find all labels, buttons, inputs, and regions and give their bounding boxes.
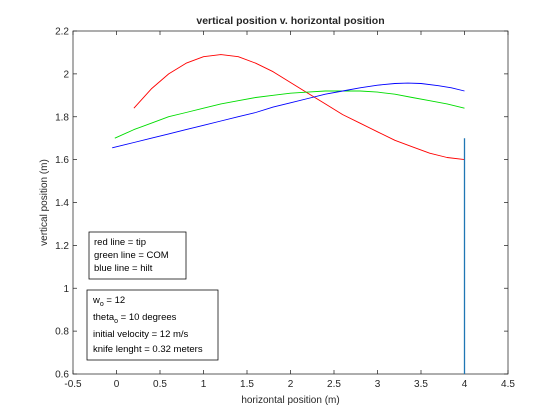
parameters-annotation: wo = 12 thetao = 10 degrees initial velo… bbox=[86, 289, 219, 361]
x-tick-label: 4 bbox=[462, 379, 468, 390]
param-theta-rest: = 10 degrees bbox=[118, 312, 177, 323]
x-tick-label: 3.5 bbox=[414, 379, 428, 390]
y-tick-label: 1.2 bbox=[55, 241, 69, 252]
x-axis: -0.5 0 0.5 1 1.5 2 2.5 3 3.5 4 4.5 bbox=[64, 31, 515, 390]
chart-title: vertical position v. horizontal position bbox=[196, 15, 384, 27]
param-w-sub: o bbox=[100, 301, 104, 308]
param-theta-base: theta bbox=[93, 312, 115, 323]
y-tick-label: 2.2 bbox=[55, 27, 69, 38]
hilt-line bbox=[112, 82, 465, 149]
param-w-rest: = 12 bbox=[104, 295, 125, 306]
line-key-red: red line = tip bbox=[94, 237, 146, 248]
y-tick-label: 0.8 bbox=[55, 327, 69, 338]
param-velocity: initial velocity = 12 m/s bbox=[93, 329, 189, 340]
param-w: wo = 12 bbox=[92, 295, 125, 308]
x-tick-label: 0.5 bbox=[153, 379, 167, 390]
x-tick-label: 0 bbox=[114, 379, 120, 390]
x-tick-label: 4.5 bbox=[501, 379, 515, 390]
x-tick-label: 2.5 bbox=[327, 379, 341, 390]
y-tick-label: 0.6 bbox=[55, 370, 69, 381]
series-lines bbox=[112, 54, 466, 374]
line-key-annotation: red line = tip green line = COM blue lin… bbox=[88, 231, 187, 280]
x-tick-label: 1.5 bbox=[240, 379, 254, 390]
x-tick-label: 1 bbox=[201, 379, 207, 390]
y-tick-label: 1.4 bbox=[55, 198, 69, 209]
param-w-base: w bbox=[92, 295, 100, 306]
com-line bbox=[114, 90, 465, 139]
param-theta-sub: o bbox=[114, 318, 118, 325]
x-tick-label: 3 bbox=[375, 379, 381, 390]
line-key-green: green line = COM bbox=[94, 250, 169, 261]
line-key-blue: blue line = hilt bbox=[94, 263, 153, 274]
tip-line bbox=[133, 54, 465, 161]
y-axis: 0.6 0.8 1 1.2 1.4 1.6 1.8 2 2.2 bbox=[55, 27, 508, 381]
parameters-box bbox=[86, 289, 219, 361]
line-key-box bbox=[88, 231, 187, 280]
x-tick-label: -0.5 bbox=[64, 379, 82, 390]
y-axis-label: vertical position (m) bbox=[39, 159, 50, 246]
y-tick-label: 1 bbox=[63, 284, 69, 295]
param-knife: knife lenght = 0.32 meters bbox=[93, 344, 203, 355]
y-tick-label: 2 bbox=[63, 69, 69, 80]
param-theta: thetao = 10 degrees bbox=[93, 312, 177, 325]
x-tick-label: 2 bbox=[288, 379, 294, 390]
y-tick-label: 1.8 bbox=[55, 112, 69, 123]
y-tick-label: 1.6 bbox=[55, 155, 69, 166]
x-axis-label: horizontal position (m) bbox=[241, 395, 339, 406]
